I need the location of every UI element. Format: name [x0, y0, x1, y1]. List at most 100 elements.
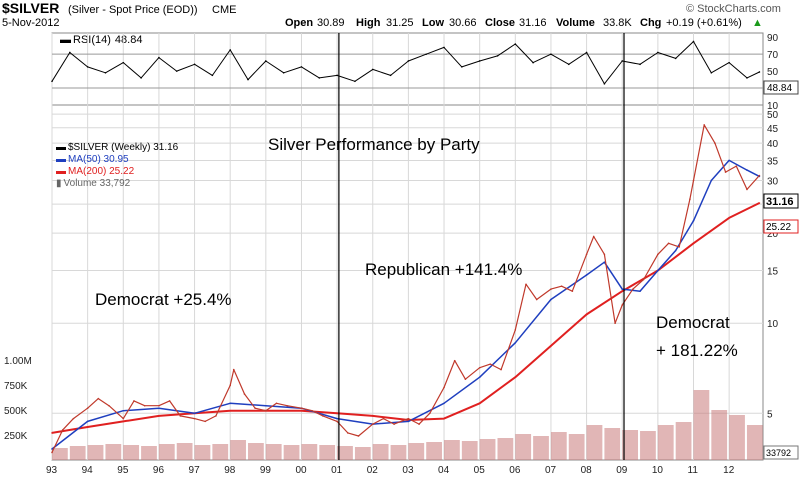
ma50-point: [639, 290, 641, 292]
price-tick-label: 15: [767, 267, 779, 278]
ma50-point: [657, 269, 659, 272]
ma200-point: [158, 415, 160, 417]
price-point: [193, 417, 196, 420]
rsi-point: [300, 66, 303, 68]
price-point: [500, 368, 502, 371]
rsi-point: [603, 83, 606, 85]
rsi-line: [51, 41, 760, 85]
price-point: [585, 253, 588, 256]
volume-bar: [105, 444, 122, 460]
ma50-point: [229, 402, 231, 405]
price-point: [72, 417, 75, 420]
price-point: [478, 366, 481, 369]
rsi-point: [371, 68, 374, 71]
price-point: [86, 407, 89, 410]
price-badge: 31.16: [763, 193, 799, 209]
volume-bar: [533, 436, 549, 460]
rsi-point: [674, 57, 677, 60]
rsi-point: [407, 60, 410, 62]
x-tick-label: 94: [82, 465, 94, 476]
rsi-tick-label: 70: [767, 50, 779, 61]
rsi-point: [69, 51, 71, 54]
annotation-democrat-1: Democrat +25.4%: [95, 290, 232, 309]
price-point: [179, 415, 182, 417]
price-tick-label: 45: [767, 124, 779, 135]
volume-bar: [87, 445, 104, 460]
price-tick-label: 50: [767, 110, 779, 121]
ma50-point: [585, 274, 588, 276]
volume-bar: [640, 431, 656, 460]
ma50-point: [158, 407, 160, 410]
x-tick-label: 97: [189, 465, 201, 476]
ma50-point: [674, 249, 677, 252]
ma50-point: [728, 159, 730, 162]
price-point: [550, 288, 552, 290]
volume-bar: [354, 447, 371, 460]
open-label: Open: [285, 17, 313, 29]
price-point: [443, 386, 445, 389]
close-value: 31.16: [519, 17, 547, 29]
rsi-point: [710, 72, 713, 74]
price-point: [254, 407, 256, 410]
rsi-point: [86, 66, 89, 68]
rsi-point: [318, 77, 321, 79]
price-point: [525, 283, 527, 286]
volume-bar: [301, 444, 318, 460]
price-point: [703, 124, 705, 126]
ma200-point: [514, 376, 517, 379]
price-point: [286, 404, 289, 407]
x-tick-label: 01: [331, 465, 343, 476]
volume-bar: [568, 434, 585, 460]
price-point: [714, 142, 716, 144]
price-tick-label: 20: [767, 229, 779, 240]
price-point: [418, 423, 420, 425]
x-tick-label: 09: [616, 465, 628, 476]
rsi-point: [443, 46, 445, 49]
volume-bar: [52, 448, 68, 460]
ma50-point: [336, 417, 338, 420]
rsi-point: [282, 72, 285, 74]
price-point: [689, 198, 691, 200]
ma200-point: [336, 412, 338, 415]
date-label: 5-Nov-2012: [2, 17, 59, 29]
rsi-point: [496, 55, 499, 57]
ma200-point: [229, 409, 231, 412]
price-point: [514, 329, 517, 331]
price-point: [407, 417, 410, 420]
volume-bar: [337, 446, 353, 460]
price-point: [143, 404, 146, 407]
volume-bar: [622, 430, 639, 460]
svg-text:31.16: 31.16: [766, 196, 794, 208]
rsi-point: [621, 60, 624, 62]
x-tick-label: 99: [260, 465, 272, 476]
ma50-point: [514, 342, 517, 344]
price-point: [735, 165, 738, 167]
annotation-democrat-2-value: + 181.22%: [656, 341, 738, 360]
price-point: [428, 412, 431, 415]
ma200-point: [692, 242, 695, 245]
ma200-point: [371, 415, 374, 417]
ma200-point: [51, 432, 53, 434]
price-point: [204, 420, 207, 423]
rsi-legend: ▬ RSI(14) 48.84: [60, 34, 142, 46]
ma50-point: [122, 409, 125, 412]
annotation-republican: Republican +141.4%: [365, 260, 522, 279]
legend-price: ▬ $SILVER (Weekly) 31.16: [56, 142, 179, 153]
rsi-point: [532, 61, 534, 64]
price-point: [371, 423, 374, 425]
volume-bar: [212, 444, 229, 460]
volume-bar: [675, 422, 692, 460]
ma50-point: [51, 448, 53, 450]
price-point: [489, 363, 492, 365]
volume-bar: [390, 445, 407, 460]
price-tick-label: 5: [767, 409, 773, 420]
volume-label: Volume: [556, 17, 595, 29]
volume-bar: [604, 428, 621, 460]
price-point: [571, 290, 574, 292]
ma50-point: [478, 376, 481, 379]
volume-tick-label: 250K: [4, 431, 28, 442]
price-point: [215, 415, 217, 417]
x-tick-label: 95: [117, 465, 129, 476]
price-point: [667, 242, 670, 245]
